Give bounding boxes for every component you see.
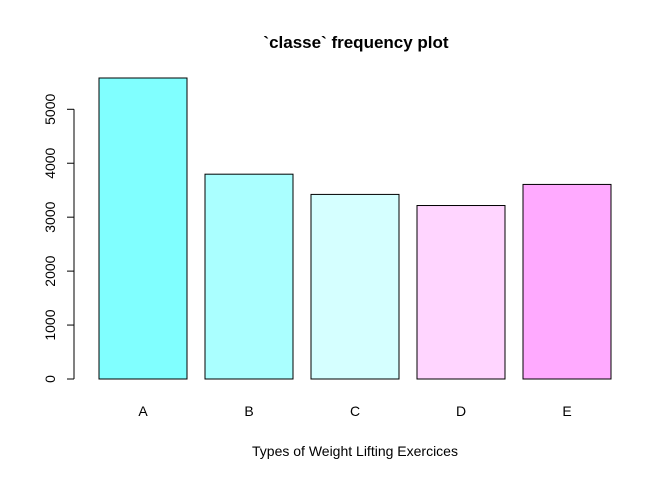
bars-group — [98, 77, 612, 380]
x-tick-label-e: E — [562, 403, 571, 419]
y-axis: 0 1000 2000 3000 4000 5000 — [42, 94, 75, 383]
x-axis-title: Types of Weight Lifting Exercices — [252, 443, 458, 459]
x-tick-label-a: A — [138, 403, 148, 419]
x-tick-label-d: D — [456, 403, 466, 419]
bar-b — [204, 173, 294, 380]
y-tick-label: 0 — [42, 375, 58, 383]
bar-c — [310, 193, 400, 380]
chart-title: `classe` frequency plot — [263, 33, 449, 52]
x-tick-label-b: B — [244, 403, 253, 419]
y-tick-label: 2000 — [42, 255, 58, 286]
y-tick-label: 1000 — [42, 309, 58, 340]
y-tick-label: 4000 — [42, 147, 58, 178]
x-tick-label-c: C — [350, 403, 360, 419]
bar-a — [98, 77, 188, 380]
x-axis-labels: A B C D E — [138, 403, 571, 419]
bar-e — [522, 183, 612, 380]
bar-d — [416, 205, 506, 380]
y-tick-label: 3000 — [42, 201, 58, 232]
y-tick-label: 5000 — [42, 94, 58, 125]
